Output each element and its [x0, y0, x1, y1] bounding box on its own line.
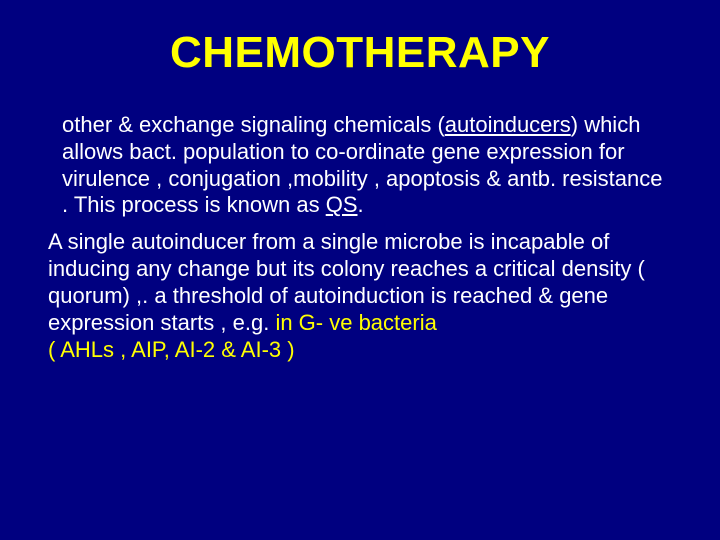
highlight-bacteria: in G- ve bacteria	[275, 310, 436, 335]
term-qs: QS	[326, 192, 358, 217]
paragraph-1: other & exchange signaling chemicals (au…	[48, 112, 672, 219]
paragraph-2: A single autoinducer from a single micro…	[48, 229, 672, 363]
term-autoinducers: autoinducers	[445, 112, 571, 137]
slide-title: CHEMOTHERAPY	[48, 28, 672, 78]
slide-body: other & exchange signaling chemicals (au…	[48, 112, 672, 363]
slide: CHEMOTHERAPY other & exchange signaling …	[0, 0, 720, 540]
highlight-examples: ( AHLs , AIP, AI-2 & AI-3 )	[48, 337, 295, 362]
p1-text-1: other & exchange signaling chemicals (	[62, 112, 445, 137]
p1-text-3: .	[358, 192, 364, 217]
